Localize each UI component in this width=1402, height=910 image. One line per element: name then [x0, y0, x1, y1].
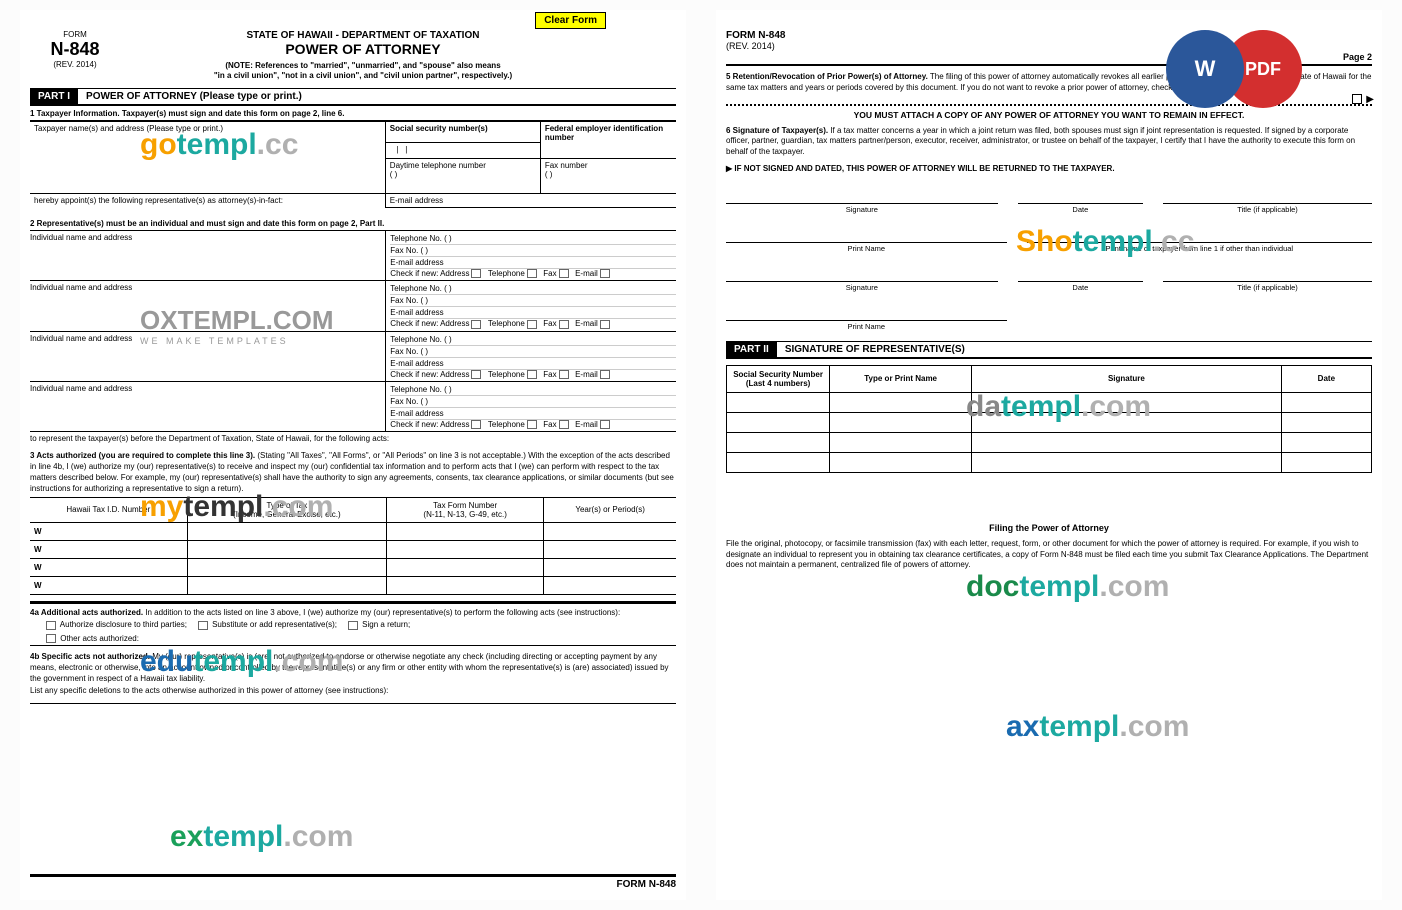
- form-word: FORM: [30, 30, 120, 39]
- line4a: 4a Additional acts authorized. In additi…: [30, 601, 676, 619]
- line2: 2 Representative(s) must be an individua…: [30, 216, 676, 231]
- ssn-input[interactable]: | |: [385, 142, 540, 158]
- rep-row: Individual name and address Telephone No…: [30, 231, 676, 281]
- sigtbl-row[interactable]: [727, 432, 1372, 452]
- filing-body: File the original, photocopy, or facsimi…: [726, 539, 1372, 571]
- sig-row-1: Signature Date Title (if applicable): [726, 203, 1372, 214]
- acts-row[interactable]: W: [30, 558, 676, 576]
- fein-label: Federal employer identification number: [540, 121, 676, 158]
- daytel-cell[interactable]: Daytime telephone number( ): [385, 158, 540, 193]
- part1-title: POWER OF ATTORNEY (Please type or print.…: [86, 91, 302, 102]
- watermark: extempl.com: [170, 820, 353, 854]
- date-label[interactable]: Date: [1018, 281, 1143, 292]
- chk-disclosure[interactable]: [46, 621, 56, 630]
- watermark: doctempl.com: [966, 570, 1169, 604]
- acts-table: Hawaii Tax I.D. Number Type of Tax (Inco…: [30, 497, 676, 595]
- sig-row-2: Signature Date Title (if applicable): [726, 281, 1372, 292]
- acts-row[interactable]: W: [30, 522, 676, 540]
- acts-col1: Hawaii Tax I.D. Number: [30, 497, 187, 522]
- line6: 6 Signature of Taxpayer(s). If a tax mat…: [726, 126, 1372, 158]
- chk-row: Authorize disclosure to third parties; S…: [30, 618, 676, 631]
- chk-substitute[interactable]: [198, 621, 208, 630]
- print-row-1: Print Name Print name of taxpayer from l…: [726, 242, 1372, 253]
- line3: 3 Acts authorized (you are required to c…: [30, 451, 676, 494]
- part1-label: PART I: [30, 89, 78, 104]
- rep-name-cell[interactable]: Individual name and address: [30, 231, 385, 280]
- form-header: FORM N-848 (REV. 2014) STATE OF HAWAII -…: [30, 30, 676, 82]
- sig-label[interactable]: Signature: [726, 281, 998, 292]
- sigtbl-date: Date: [1281, 365, 1371, 392]
- form-number: N-848: [30, 39, 120, 60]
- part2-label: PART II: [726, 342, 777, 357]
- rep-name-cell[interactable]: Individual name and address: [30, 382, 385, 431]
- line4b: 4b Specific acts not authorized. My (our…: [30, 652, 676, 684]
- page1-footer: FORM N-848: [30, 874, 676, 890]
- sigtbl-row[interactable]: [727, 392, 1372, 412]
- appoint-text: hereby appoint(s) the following represen…: [30, 193, 385, 207]
- chk-other-box[interactable]: [46, 634, 56, 643]
- rep-contact-cell[interactable]: Telephone No. ( )Fax No. ( )E-mail addre…: [385, 382, 676, 431]
- rep-contact-cell[interactable]: Telephone No. ( )Fax No. ( )E-mail addre…: [385, 281, 676, 330]
- signature-table: Social Security Number (Last 4 numbers) …: [726, 365, 1372, 473]
- p2-rev: (REV. 2014): [726, 41, 785, 51]
- header-note: (NOTE: References to "married", "unmarri…: [120, 61, 606, 82]
- form-title: POWER OF ATTORNEY: [120, 41, 606, 57]
- part2-bar: PART II SIGNATURE OF REPRESENTATIVE(S): [726, 341, 1372, 359]
- sigtbl-ssn: Social Security Number (Last 4 numbers): [727, 365, 830, 392]
- sigtbl-name: Type or Print Name: [830, 365, 972, 392]
- title-label[interactable]: Title (if applicable): [1163, 203, 1372, 214]
- chk-other: Other acts authorized:: [30, 632, 676, 646]
- p2-formnum: FORM N-848: [726, 30, 785, 41]
- title-label[interactable]: Title (if applicable): [1163, 281, 1372, 292]
- acts-col4: Year(s) or Period(s): [544, 497, 676, 522]
- sig-label[interactable]: Signature: [726, 203, 998, 214]
- clear-form-button[interactable]: Clear Form: [535, 12, 606, 29]
- page-number: Page 2: [1343, 52, 1372, 62]
- word-icon: W: [1166, 30, 1244, 108]
- filing-title: Filing the Power of Attorney: [726, 523, 1372, 533]
- line6-warning: ▶ IF NOT SIGNED AND DATED, THIS POWER OF…: [726, 164, 1372, 175]
- revoke-checkbox[interactable]: [1352, 94, 1362, 104]
- rep-name-cell[interactable]: Individual name and address: [30, 332, 385, 381]
- print-label[interactable]: Print Name: [726, 320, 1007, 331]
- watermark: axtempl.com: [1006, 710, 1189, 744]
- page-1: Clear Form FORM N-848 (REV. 2014) STATE …: [20, 10, 686, 900]
- print-row-2: Print Name: [726, 320, 1372, 331]
- rep-row: Individual name and address Telephone No…: [30, 332, 676, 382]
- taxpayer-name-cell[interactable]: Taxpayer name(s) and address (Please typ…: [30, 121, 385, 193]
- part2-title: SIGNATURE OF REPRESENTATIVE(S): [785, 344, 965, 355]
- chk-signreturn[interactable]: [348, 621, 358, 630]
- rep-contact-cell[interactable]: Telephone No. ( )Fax No. ( )E-mail addre…: [385, 231, 676, 280]
- sigtbl-row[interactable]: [727, 452, 1372, 472]
- sigtbl-row[interactable]: [727, 412, 1372, 432]
- rep-row: Individual name and address Telephone No…: [30, 281, 676, 331]
- acts-row[interactable]: W: [30, 576, 676, 594]
- department: STATE OF HAWAII - DEPARTMENT OF TAXATION: [120, 30, 606, 41]
- rep-contact-cell[interactable]: Telephone No. ( )Fax No. ( )E-mail addre…: [385, 332, 676, 381]
- ssn-label: Social security number(s): [385, 121, 540, 142]
- sigtbl-sig: Signature: [972, 365, 1282, 392]
- print2-label[interactable]: Print name of taxpayer from line 1 if ot…: [1027, 242, 1372, 253]
- attach-notice: YOU MUST ATTACH A COPY OF ANY POWER OF A…: [726, 110, 1372, 120]
- rep-row: Individual name and address Telephone No…: [30, 382, 676, 432]
- acts-col3: Tax Form Number (N-11, N-13, G-49, etc.): [387, 497, 544, 522]
- part1-bar: PART I POWER OF ATTORNEY (Please type or…: [30, 88, 676, 106]
- fax-cell[interactable]: Fax number( ): [540, 158, 676, 193]
- represent-text: to represent the taxpayer(s) before the …: [30, 432, 676, 445]
- date-label[interactable]: Date: [1018, 203, 1143, 214]
- line1: 1 Taxpayer Information. Taxpayer(s) must…: [30, 106, 676, 121]
- page-2: W PDF FORM N-848 (REV. 2014) Page 2 5 Re…: [716, 10, 1382, 900]
- print-label[interactable]: Print Name: [726, 242, 1007, 253]
- rep-rows: Individual name and address Telephone No…: [30, 231, 676, 433]
- acts-col2: Type of Tax (Income, General Excise, etc…: [187, 497, 386, 522]
- email-cell[interactable]: E-mail address: [385, 193, 676, 207]
- rep-name-cell[interactable]: Individual name and address: [30, 281, 385, 330]
- acts-row[interactable]: W: [30, 540, 676, 558]
- taxpayer-table: Taxpayer name(s) and address (Please typ…: [30, 121, 676, 208]
- line4b-list: List any specific deletions to the acts …: [30, 685, 676, 704]
- form-rev: (REV. 2014): [30, 60, 120, 69]
